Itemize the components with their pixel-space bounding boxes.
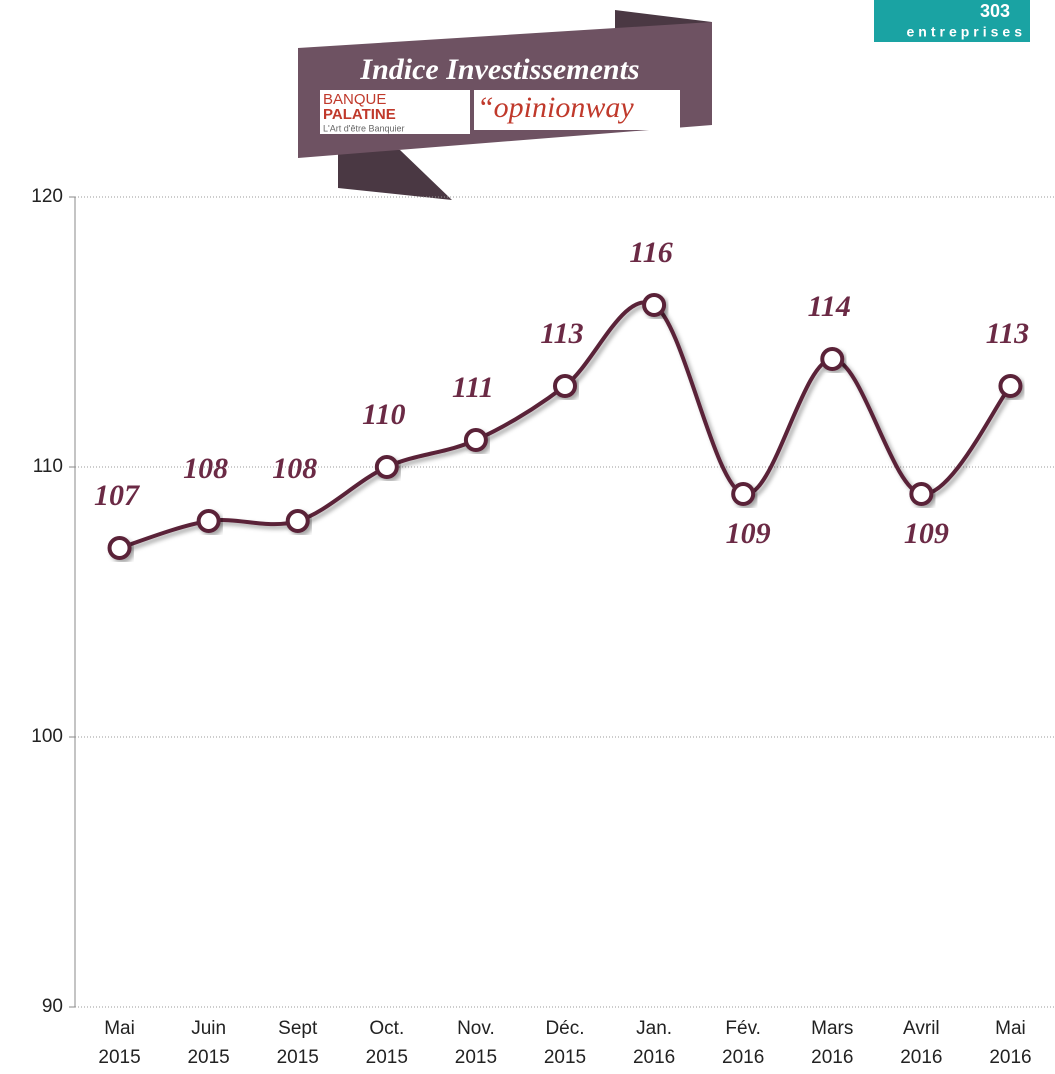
x-tick-label: Fév. 2016 [722, 1018, 764, 1068]
y-tick-label: 90 [42, 996, 63, 1017]
point [285, 509, 310, 533]
value-label: 109 [904, 517, 949, 550]
point [107, 536, 132, 560]
badge-label: entreprises [907, 24, 1026, 40]
badge-number: 303 [980, 1, 1010, 21]
point [463, 428, 488, 452]
value-label: 111 [452, 371, 494, 404]
pollster-logo: “opinionway [477, 91, 634, 124]
bank-name: PALATINE [323, 106, 396, 123]
pollster-logo-box [474, 90, 680, 130]
value-label: 109 [726, 517, 771, 550]
point [731, 482, 756, 506]
y-tick-label: 120 [31, 186, 63, 207]
bank-top: BANQUE [323, 91, 386, 108]
point [553, 374, 577, 398]
point [374, 455, 399, 479]
value-label: 116 [629, 236, 672, 269]
x-tick-label: Mars 2016 [811, 1018, 853, 1068]
value-label: 108 [272, 452, 317, 485]
x-tick-label: Mai 2016 [989, 1018, 1031, 1068]
badge: 303 entreprises [874, 0, 1030, 42]
point [642, 293, 667, 317]
chart-title: Indice Investissements [359, 53, 639, 86]
x-tick-label: Juin 2015 [187, 1018, 229, 1068]
x-tick-label: Déc. 2015 [544, 1018, 586, 1068]
y-tick-label: 110 [33, 456, 63, 477]
y-tick-label: 100 [31, 726, 63, 747]
point [820, 347, 845, 371]
point [998, 374, 1023, 398]
point [909, 482, 934, 506]
point [196, 509, 221, 533]
x-tick-label: Mai 2015 [98, 1018, 140, 1068]
value-label: 113 [540, 317, 583, 350]
x-tick-label: Sept 2015 [277, 1018, 319, 1068]
value-label: 113 [986, 317, 1029, 350]
value-label: 114 [808, 290, 851, 323]
bank-logo-box [320, 90, 470, 134]
value-label: 110 [362, 398, 405, 431]
x-tick-label: Jan. 2016 [633, 1018, 675, 1068]
x-tick-label: Avril 2016 [900, 1018, 942, 1068]
x-tick-label: Oct. 2015 [366, 1018, 408, 1068]
value-label: 107 [94, 479, 140, 512]
banner: Indice Investissements BANQUE PALATINE L… [298, 10, 712, 200]
bank-tagline: L'Art d'être Banquier [323, 123, 404, 133]
value-label: 108 [183, 452, 228, 485]
x-tick-label: Nov. 2015 [455, 1018, 497, 1068]
